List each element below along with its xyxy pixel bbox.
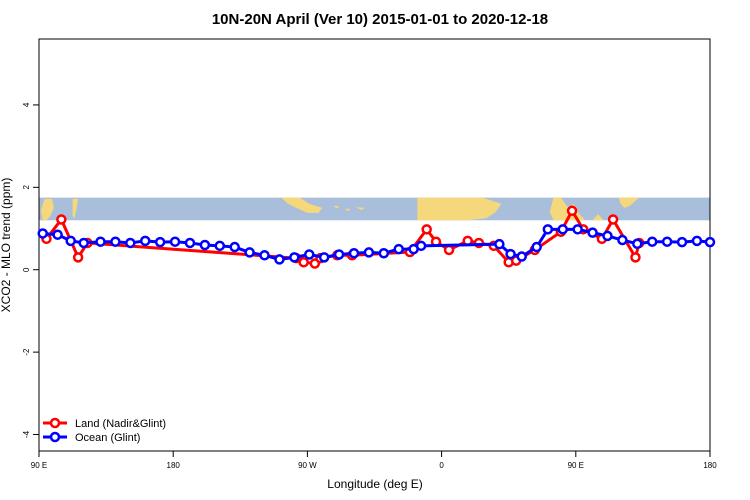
data-point <box>110 236 121 247</box>
data-point <box>304 249 315 260</box>
legend-marker <box>49 417 61 429</box>
map-land-patch <box>40 198 54 221</box>
plot-frame <box>38 38 711 452</box>
data-point <box>607 214 619 225</box>
data-point <box>199 239 211 251</box>
data-point <box>78 237 89 249</box>
data-point <box>56 214 67 225</box>
data-point <box>363 247 375 258</box>
data-point <box>95 236 106 247</box>
data-point <box>542 224 554 235</box>
y-tick-label: 2 <box>22 185 31 190</box>
series-ocean <box>37 224 716 265</box>
data-point <box>704 236 716 248</box>
data-point <box>333 249 345 260</box>
data-point <box>646 236 658 247</box>
data-point <box>72 252 84 263</box>
data-point <box>244 247 255 258</box>
x-tick-label: 180 <box>167 461 181 470</box>
data-point <box>566 205 578 217</box>
data-point <box>602 230 613 242</box>
data-point <box>661 236 673 247</box>
data-point <box>531 241 542 253</box>
map-land-patch <box>592 214 604 221</box>
x-tick-label: 90 W <box>298 461 317 470</box>
data-point <box>587 227 598 238</box>
data-point <box>691 235 703 247</box>
data-point <box>348 247 360 259</box>
map-land-patch <box>281 197 323 213</box>
x-axis: 90 E 180 90 W 0 90 E 180 <box>31 451 717 470</box>
y-axis-label: XCO2 - MLO trend (ppm) <box>0 178 13 313</box>
data-point <box>65 235 76 247</box>
map-land-patch <box>355 207 366 210</box>
data-point <box>632 238 643 250</box>
legend: Land (Nadir&Glint) Ocean (Glint) <box>43 417 166 444</box>
x-tick-label: 90 E <box>31 461 47 470</box>
data-point <box>259 250 270 261</box>
x-tick-label: 0 <box>439 461 444 470</box>
legend-marker <box>49 431 61 443</box>
map-land-patch <box>344 208 351 212</box>
data-point <box>676 236 688 248</box>
data-point <box>630 252 641 263</box>
map-land-patch <box>417 197 502 221</box>
data-point <box>318 252 330 263</box>
data-point <box>572 224 583 235</box>
data-point <box>505 248 516 260</box>
series-layer <box>37 205 716 269</box>
data-point <box>37 228 48 239</box>
chart-title: 10N-20N April (Ver 10) 2015-01-01 to 202… <box>212 11 548 28</box>
data-point <box>415 240 427 252</box>
data-point <box>125 237 136 249</box>
map-land-patch <box>333 205 340 209</box>
x-axis-label: Longitude (deg E) <box>327 477 422 491</box>
data-point <box>494 238 505 250</box>
data-point <box>139 235 151 247</box>
legend-label: Ocean (Glint) <box>75 432 140 444</box>
map-strip <box>39 197 710 221</box>
data-point <box>421 224 432 235</box>
data-point <box>169 236 181 247</box>
map-land-patch <box>618 197 640 208</box>
data-point <box>154 236 166 248</box>
y-axis: -4 -2 0 2 4 <box>22 102 39 438</box>
data-point <box>184 237 196 249</box>
x-tick-label: 90 E <box>568 461 584 470</box>
data-point <box>298 257 309 268</box>
data-point <box>52 229 63 240</box>
y-tick-label: 4 <box>22 102 31 107</box>
data-point <box>443 244 455 256</box>
plot-border <box>38 38 711 452</box>
y-tick-label: -4 <box>22 430 31 438</box>
data-point <box>557 224 569 235</box>
y-tick-label: -2 <box>22 348 31 356</box>
map-ocean <box>39 197 710 221</box>
x-tick-label: 180 <box>703 461 717 470</box>
data-point <box>516 251 527 262</box>
data-point <box>229 241 240 253</box>
data-point <box>214 240 226 252</box>
data-point <box>393 243 404 255</box>
map-land-patch <box>72 198 79 219</box>
data-point <box>274 254 285 265</box>
data-point <box>289 252 300 263</box>
data-point <box>617 234 628 246</box>
y-tick-label: 0 <box>22 267 31 272</box>
legend-label: Land (Nadir&Glint) <box>75 418 166 430</box>
data-point <box>378 247 390 259</box>
